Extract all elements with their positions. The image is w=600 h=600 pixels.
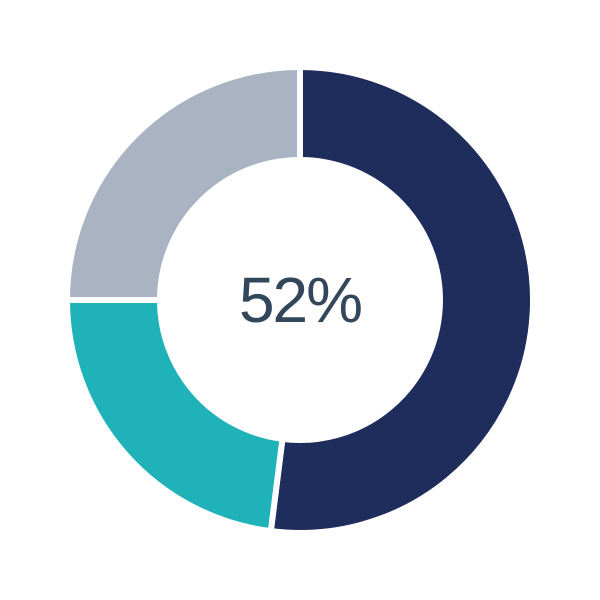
donut-segment-2 [63,297,286,535]
donut-segment-1 [267,63,537,536]
donut-segment-3 [63,63,303,303]
